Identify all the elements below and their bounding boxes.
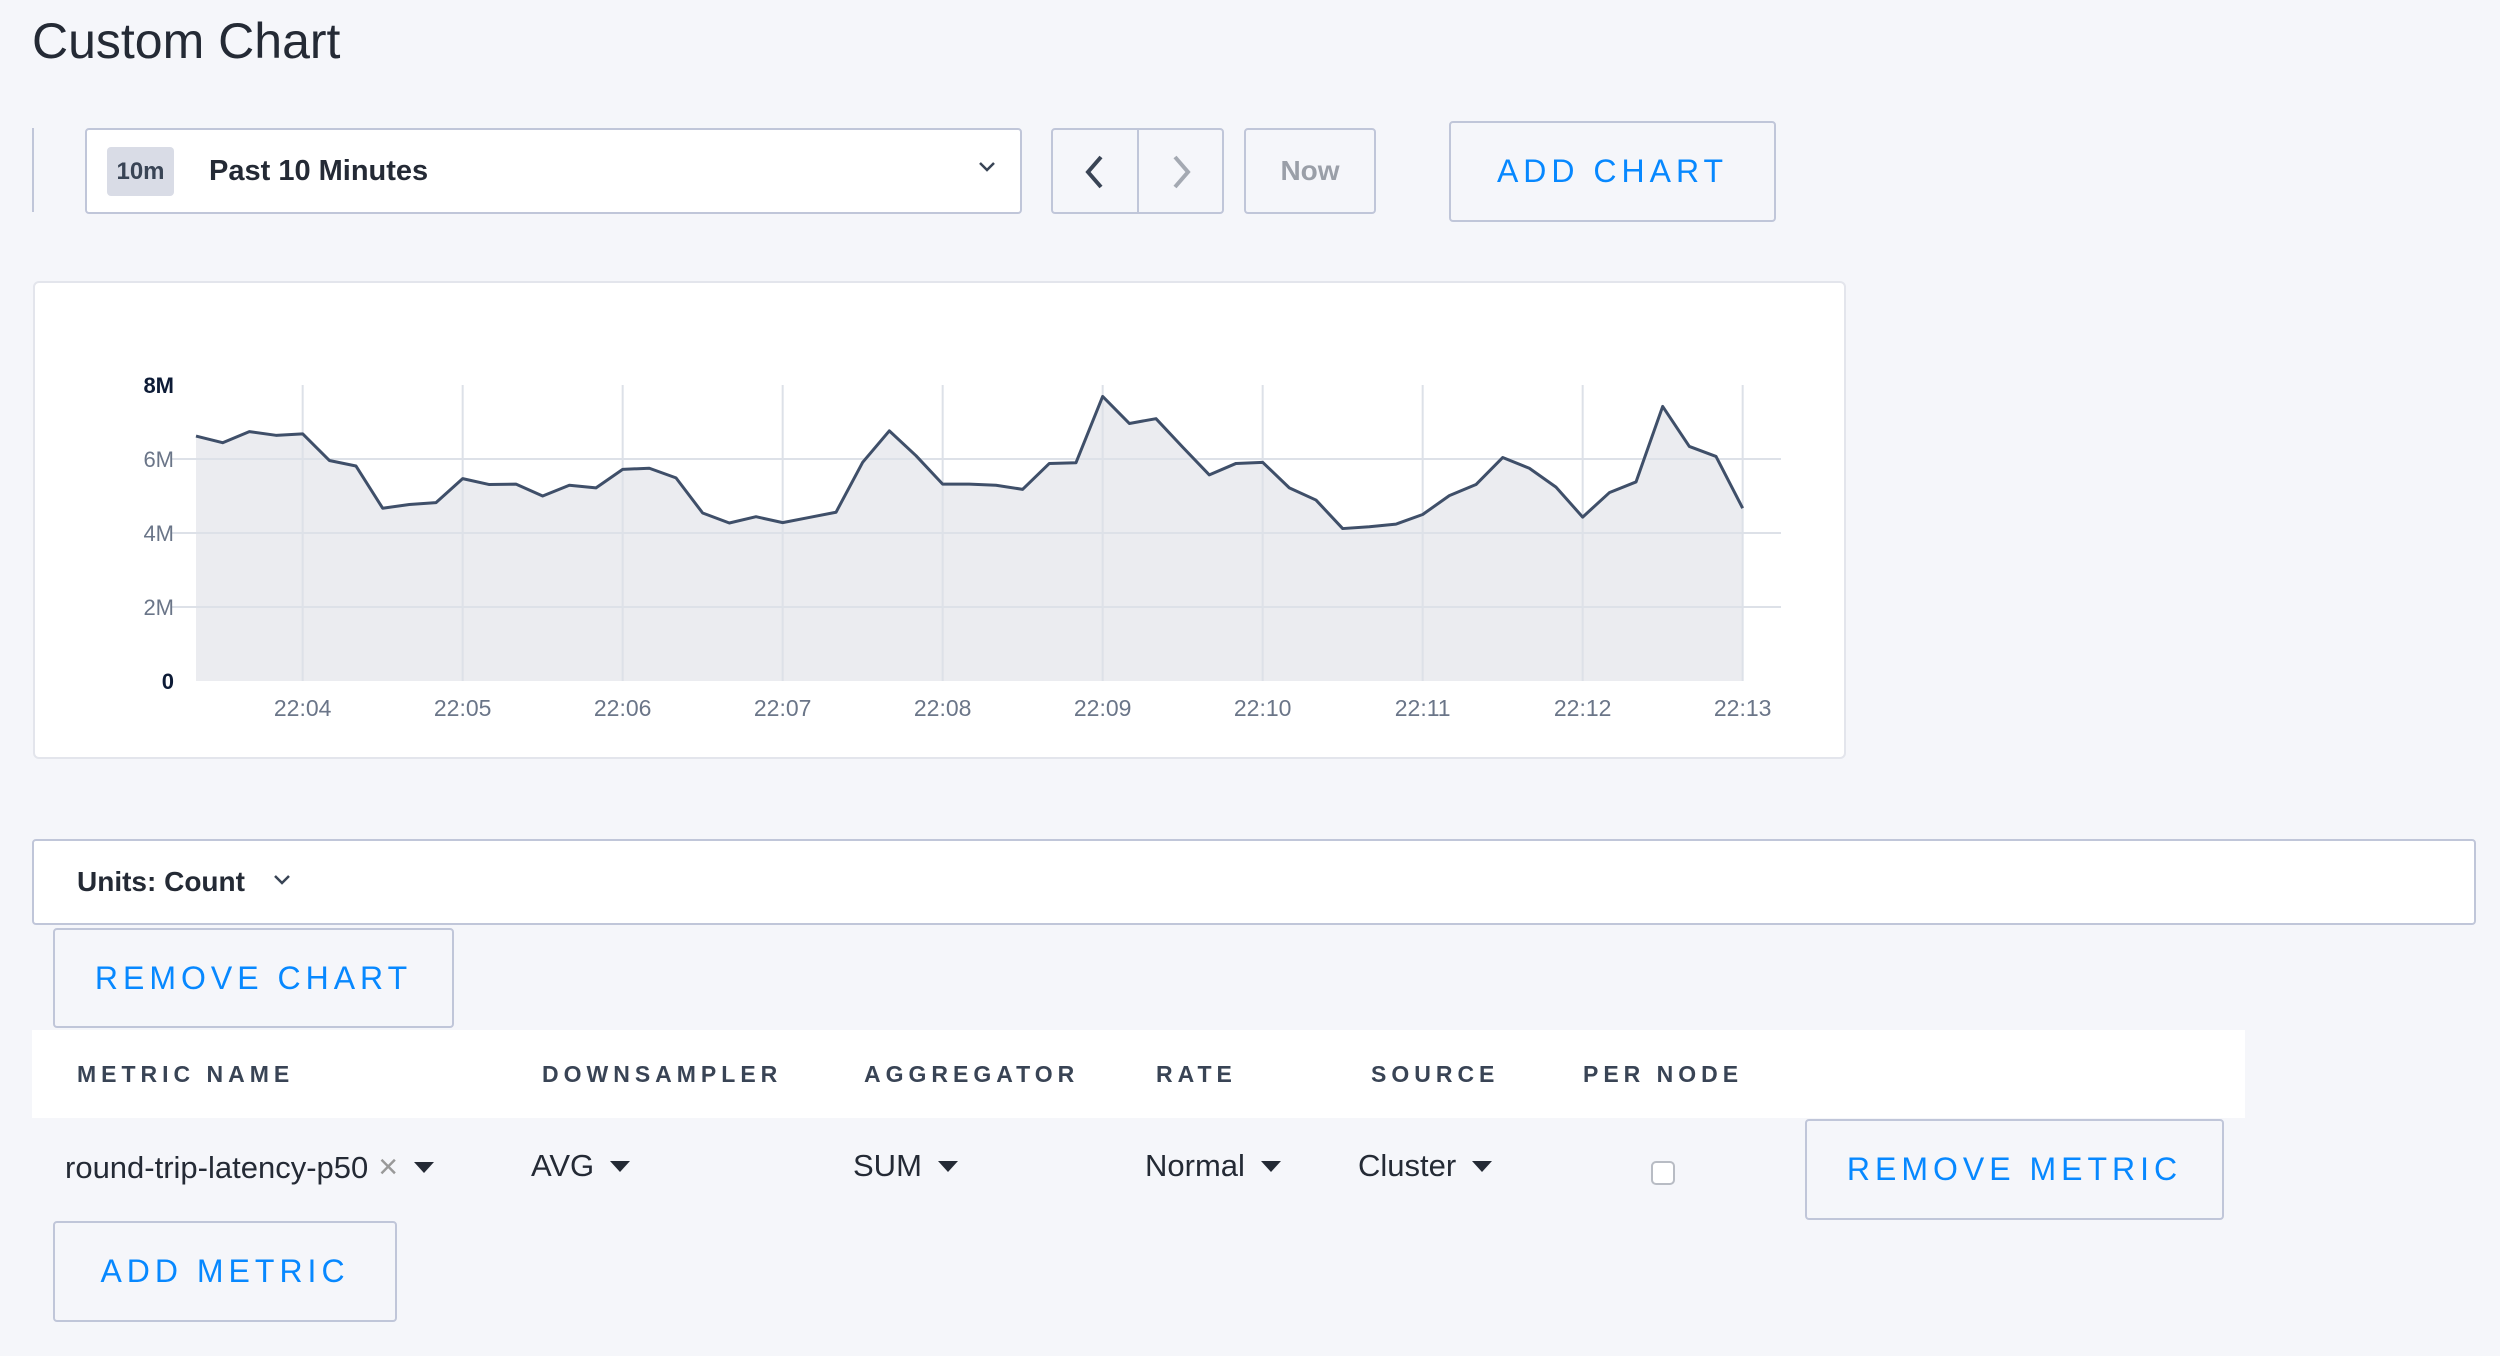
header-per-node: PER NODE [1583, 1061, 1744, 1087]
header-downsampler: DOWNSAMPLER [542, 1061, 783, 1087]
chart-card: 0 2M 4M 6M 8M 22:04 22:05 22:06 22:07 22:08 22:09 2… [33, 281, 1846, 759]
range-badge: 10m [107, 147, 174, 196]
area-fill [196, 396, 1743, 681]
x-tick-label: 22:04 [274, 695, 332, 721]
x-tick-label: 22:12 [1554, 695, 1612, 721]
chevron-down-icon [274, 875, 290, 885]
downsampler-select[interactable]: AVG [531, 1148, 631, 1184]
y-tick-label: 8M [143, 373, 174, 398]
add-metric-button[interactable]: ADD METRIC [53, 1221, 397, 1322]
y-tick-label: 4M [143, 521, 174, 546]
chevron-left-icon[interactable] [1081, 154, 1109, 190]
per-node-checkbox[interactable] [1651, 1161, 1675, 1185]
header-aggregator: AGGREGATOR [864, 1061, 1080, 1087]
units-dropdown[interactable]: Units: Count [32, 839, 2476, 925]
x-tick-label: 22:09 [1074, 695, 1132, 721]
metrics-table-header: METRIC NAME DOWNSAMPLER AGGREGATOR RATE … [32, 1030, 2245, 1118]
caret-down-icon [610, 1160, 631, 1172]
divider [32, 128, 34, 212]
caret-down-icon [937, 1160, 958, 1172]
line-chart: 0 2M 4M 6M 8M 22:04 22:05 22:06 22:07 22:08 22:09 2… [143, 373, 1781, 721]
separator [1137, 130, 1139, 212]
time-range-dropdown[interactable]: 10m Past 10 Minutes [85, 128, 1022, 214]
rate-select[interactable]: Normal [1145, 1148, 1281, 1184]
add-chart-button[interactable]: ADD CHART [1449, 121, 1776, 222]
aggregator-select[interactable]: SUM [853, 1148, 958, 1184]
x-tick-label: 22:11 [1395, 695, 1451, 721]
metric-name-select[interactable]: round-trip-latency-p50 × [65, 1148, 435, 1187]
header-metric-name: METRIC NAME [77, 1061, 295, 1087]
time-nav-group [1051, 128, 1224, 214]
downsampler-value: AVG [531, 1148, 595, 1183]
chevron-right-icon[interactable] [1167, 154, 1195, 190]
remove-chart-button[interactable]: REMOVE CHART [53, 928, 454, 1028]
aggregator-value: SUM [853, 1148, 922, 1183]
x-tick-label: 22:05 [434, 695, 492, 721]
units-label: Units: Count [77, 866, 245, 897]
caret-down-icon [1472, 1160, 1493, 1172]
source-select[interactable]: Cluster [1358, 1148, 1493, 1184]
y-tick-label: 2M [143, 595, 174, 620]
chevron-down-icon [979, 162, 995, 172]
remove-metric-button[interactable]: REMOVE METRIC [1805, 1119, 2224, 1220]
x-tick-label: 22:07 [754, 695, 812, 721]
source-value: Cluster [1358, 1148, 1457, 1183]
metric-name-value: round-trip-latency-p50 [65, 1149, 369, 1185]
y-tick-label: 0 [162, 669, 174, 694]
x-tick-label: 22:10 [1234, 695, 1292, 721]
caret-down-icon [1260, 1160, 1281, 1172]
x-tick-label: 22:08 [914, 695, 972, 721]
caret-down-icon[interactable] [414, 1162, 435, 1173]
range-label: Past 10 Minutes [209, 155, 429, 187]
x-tick-label: 22:06 [594, 695, 652, 721]
rate-value: Normal [1145, 1148, 1245, 1183]
header-source: SOURCE [1371, 1061, 1500, 1087]
header-rate: RATE [1156, 1061, 1237, 1087]
x-tick-label: 22:13 [1714, 695, 1772, 721]
clear-icon[interactable]: × [378, 1148, 399, 1186]
y-tick-label: 6M [143, 447, 174, 472]
page-title: Custom Chart [32, 13, 341, 69]
now-button[interactable]: Now [1244, 128, 1376, 214]
